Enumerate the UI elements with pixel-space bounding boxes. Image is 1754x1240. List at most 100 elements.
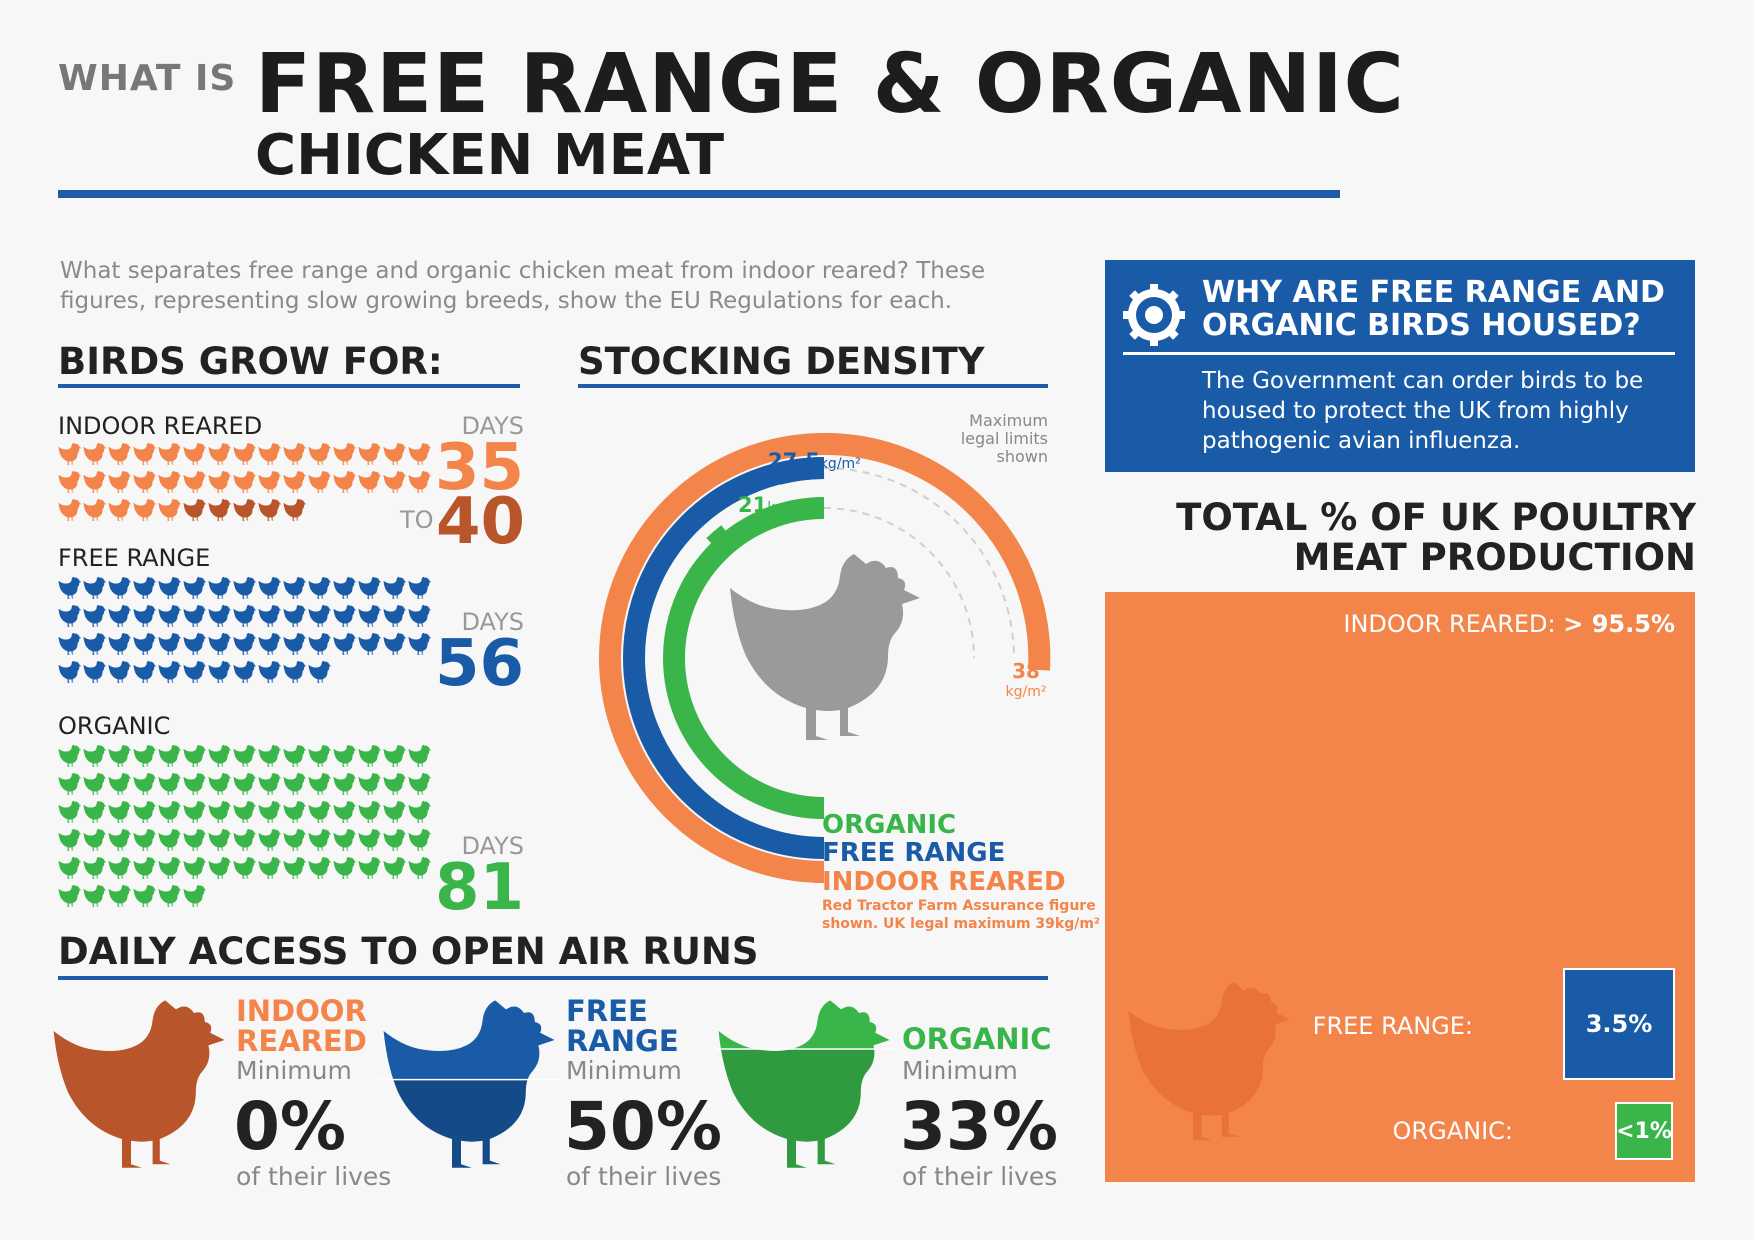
grow-label-indoor: INDOOR REARED <box>58 412 263 440</box>
hen-icon <box>158 772 182 796</box>
run-value-indoor: 0% <box>234 1088 347 1165</box>
hen-icon <box>358 800 382 824</box>
grow-label-free-range: FREE RANGE <box>58 544 211 572</box>
hen-icon <box>283 800 307 824</box>
hen-icon <box>208 856 232 880</box>
ring-label-organic: 21kg/m² <box>738 493 808 517</box>
hen-icon <box>208 632 232 656</box>
intro-text: What separates free range and organic ch… <box>60 258 986 314</box>
stocking-note: Maximum legal limits shown <box>960 411 1048 466</box>
hen-icon <box>58 772 82 796</box>
hen-icon <box>208 470 232 494</box>
hen-icon <box>183 498 207 522</box>
hen-icon <box>183 442 207 466</box>
hen-icon <box>258 442 282 466</box>
hen-icon <box>183 470 207 494</box>
hen-icon <box>258 856 282 880</box>
ring-organic-head <box>706 525 735 555</box>
hen-icon <box>283 442 307 466</box>
hen-icon <box>258 772 282 796</box>
dashed-guide-outer <box>823 467 1015 659</box>
hen-icon <box>383 442 407 466</box>
hen-icon <box>183 856 207 880</box>
hen-icon <box>383 800 407 824</box>
hen-icon <box>333 800 357 824</box>
hen-icon <box>358 632 382 656</box>
hen-icon <box>58 660 82 684</box>
production-panel-indoor: INDOOR REARED: > 95.5% FREE RANGE: 3.5% … <box>1105 592 1695 1182</box>
hen-icon <box>233 442 257 466</box>
hen-icon <box>108 604 132 628</box>
hen-icon <box>108 744 132 768</box>
hen-icon <box>233 498 257 522</box>
hen-icon <box>208 576 232 600</box>
hen-icon <box>258 470 282 494</box>
hen-icon <box>133 772 157 796</box>
ring-organic-tail <box>663 497 825 819</box>
hen-icon <box>58 498 82 522</box>
hen-icon <box>383 632 407 656</box>
hen-icon <box>58 442 82 466</box>
hen-icon <box>408 604 432 628</box>
hen-icon <box>233 744 257 768</box>
hen-icon <box>83 470 107 494</box>
hen-icon <box>283 828 307 852</box>
production-organic-label: ORGANIC: <box>1392 1117 1513 1145</box>
hen-icon <box>333 772 357 796</box>
ring-label-free-range: 27.5kg/m² <box>768 449 861 473</box>
hen-icon <box>158 800 182 824</box>
title-underline <box>58 190 1340 198</box>
production-organic-box: <1% <box>1615 1102 1673 1160</box>
hen-icon <box>83 800 107 824</box>
hen-icon <box>358 604 382 628</box>
hen-icon <box>208 744 232 768</box>
production-free-range-label: FREE RANGE: <box>1312 1012 1473 1040</box>
run-lives-indoor: of their lives <box>236 1162 392 1191</box>
hen-icon <box>308 744 332 768</box>
hen-icon <box>183 800 207 824</box>
hen-icon <box>108 470 132 494</box>
hen-icon <box>183 884 207 908</box>
hen-icon <box>133 576 157 600</box>
hen-icon <box>308 604 332 628</box>
hen-icon <box>358 856 382 880</box>
hen-icon <box>283 498 307 522</box>
run-lives-free-range: of their lives <box>566 1162 722 1191</box>
hen-icon <box>183 772 207 796</box>
hen-icon <box>108 772 132 796</box>
hen-icon <box>233 828 257 852</box>
ring-free-range-head <box>775 457 825 485</box>
hen-icon <box>58 828 82 852</box>
hen-icon <box>283 470 307 494</box>
hen-icon <box>133 884 157 908</box>
hen-icon <box>208 660 232 684</box>
stocking-ring-chart: 27.5kg/m² 21kg/m² 38 kg/m² <box>599 432 1051 883</box>
hen-icon <box>208 800 232 824</box>
ring-indoor-reared-tail <box>599 433 825 883</box>
hen-icon <box>208 828 232 852</box>
hen-icon <box>258 604 282 628</box>
run-hen-free-range <box>380 1000 560 1168</box>
hen-icon <box>183 660 207 684</box>
ring-indoor-reared <box>823 432 1051 671</box>
hen-icon <box>158 632 182 656</box>
hen-icon <box>408 576 432 600</box>
hen-icon <box>58 856 82 880</box>
stocking-footnote-1: Red Tractor Farm Assurance figure <box>822 898 1096 914</box>
hen-icon <box>133 744 157 768</box>
ring-label-indoor-value: 38 <box>1012 659 1040 683</box>
hen-icon <box>283 856 307 880</box>
hen-icon <box>333 856 357 880</box>
hen-icon <box>133 632 157 656</box>
hen-icon <box>158 498 182 522</box>
hen-icon <box>83 744 107 768</box>
hen-icon <box>358 828 382 852</box>
hen-icon <box>83 772 107 796</box>
hen-icon <box>383 856 407 880</box>
hen-icon <box>233 856 257 880</box>
hen-icon <box>233 632 257 656</box>
hen-icon <box>83 442 107 466</box>
run-hen-organic <box>715 1000 895 1168</box>
hen-icon <box>108 498 132 522</box>
gear-icon <box>1123 284 1185 346</box>
